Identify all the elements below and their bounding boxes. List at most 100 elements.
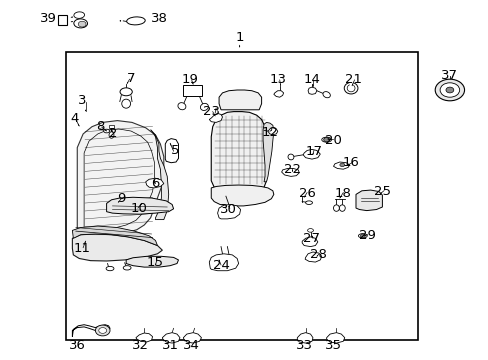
Text: 16: 16 [342, 156, 359, 169]
Polygon shape [72, 325, 110, 337]
Ellipse shape [122, 99, 130, 108]
Text: 28: 28 [310, 248, 326, 261]
Circle shape [434, 79, 464, 101]
Bar [58, 15, 67, 25]
Ellipse shape [322, 91, 330, 98]
Ellipse shape [106, 266, 114, 271]
Polygon shape [307, 87, 316, 94]
Text: 35: 35 [325, 339, 341, 352]
Polygon shape [150, 130, 168, 220]
Ellipse shape [333, 205, 339, 211]
Text: 10: 10 [130, 202, 147, 215]
Ellipse shape [74, 19, 87, 28]
Text: 6: 6 [151, 177, 160, 190]
Ellipse shape [103, 129, 109, 133]
Ellipse shape [305, 201, 312, 204]
Ellipse shape [358, 234, 366, 238]
Text: 32: 32 [132, 339, 149, 352]
Text: 37: 37 [441, 69, 457, 82]
Text: 34: 34 [183, 339, 200, 352]
Text: 1: 1 [235, 31, 244, 44]
Text: 2: 2 [109, 127, 118, 140]
Polygon shape [263, 122, 273, 182]
Ellipse shape [344, 82, 357, 94]
Text: 7: 7 [126, 72, 135, 85]
Ellipse shape [339, 205, 345, 211]
Polygon shape [77, 121, 163, 235]
Text: 26: 26 [298, 187, 315, 200]
Text: 12: 12 [261, 126, 278, 139]
Polygon shape [72, 226, 157, 246]
Text: 5: 5 [170, 144, 179, 157]
Polygon shape [326, 333, 344, 343]
Polygon shape [303, 149, 320, 159]
Polygon shape [145, 178, 163, 188]
Polygon shape [273, 91, 283, 97]
Text: 23: 23 [203, 105, 219, 118]
Circle shape [339, 163, 344, 167]
Polygon shape [162, 333, 180, 343]
Text: 9: 9 [117, 192, 125, 205]
Ellipse shape [287, 154, 293, 160]
Polygon shape [281, 168, 299, 176]
Text: 19: 19 [181, 73, 198, 86]
Polygon shape [72, 234, 162, 261]
Text: 36: 36 [69, 339, 85, 352]
Bar [183, 85, 202, 96]
Circle shape [78, 21, 86, 27]
Ellipse shape [307, 229, 313, 232]
Bar [108, 125, 114, 128]
Circle shape [99, 328, 106, 333]
Circle shape [95, 325, 110, 336]
Polygon shape [302, 237, 317, 247]
Polygon shape [183, 333, 201, 343]
Ellipse shape [321, 137, 331, 142]
Polygon shape [219, 90, 261, 110]
Polygon shape [217, 204, 240, 219]
Circle shape [360, 234, 365, 238]
Text: 27: 27 [303, 232, 320, 245]
Circle shape [323, 138, 329, 142]
Text: 3: 3 [78, 94, 86, 107]
Text: 11: 11 [74, 242, 90, 255]
Polygon shape [355, 190, 382, 211]
Text: 8: 8 [96, 120, 104, 133]
Text: 30: 30 [220, 203, 237, 216]
Bar [66, 52, 417, 340]
Ellipse shape [178, 103, 185, 110]
Ellipse shape [109, 132, 114, 138]
Text: 39: 39 [40, 12, 56, 24]
Polygon shape [209, 113, 222, 122]
Polygon shape [126, 256, 178, 267]
Polygon shape [267, 128, 277, 135]
Text: 20: 20 [325, 134, 341, 147]
Text: 22: 22 [284, 163, 300, 176]
Ellipse shape [123, 266, 131, 270]
Ellipse shape [346, 85, 354, 92]
Polygon shape [305, 252, 321, 262]
Text: 31: 31 [162, 339, 178, 352]
Text: 15: 15 [147, 256, 163, 269]
Ellipse shape [200, 103, 208, 111]
Text: 18: 18 [334, 187, 351, 200]
Ellipse shape [74, 12, 84, 18]
Text: 38: 38 [150, 12, 167, 24]
Text: 21: 21 [344, 73, 361, 86]
Polygon shape [165, 139, 178, 163]
Polygon shape [211, 185, 273, 206]
Text: 4: 4 [70, 112, 79, 125]
Text: 17: 17 [305, 145, 322, 158]
Polygon shape [297, 333, 312, 343]
Ellipse shape [126, 17, 145, 25]
Ellipse shape [120, 88, 132, 96]
Text: 29: 29 [359, 229, 375, 242]
Polygon shape [136, 333, 152, 342]
Text: 24: 24 [212, 259, 229, 272]
Polygon shape [106, 197, 173, 214]
Polygon shape [211, 112, 266, 192]
Circle shape [439, 83, 459, 97]
Polygon shape [209, 254, 238, 271]
Text: 14: 14 [303, 73, 320, 86]
Polygon shape [333, 162, 349, 169]
Circle shape [445, 87, 453, 93]
